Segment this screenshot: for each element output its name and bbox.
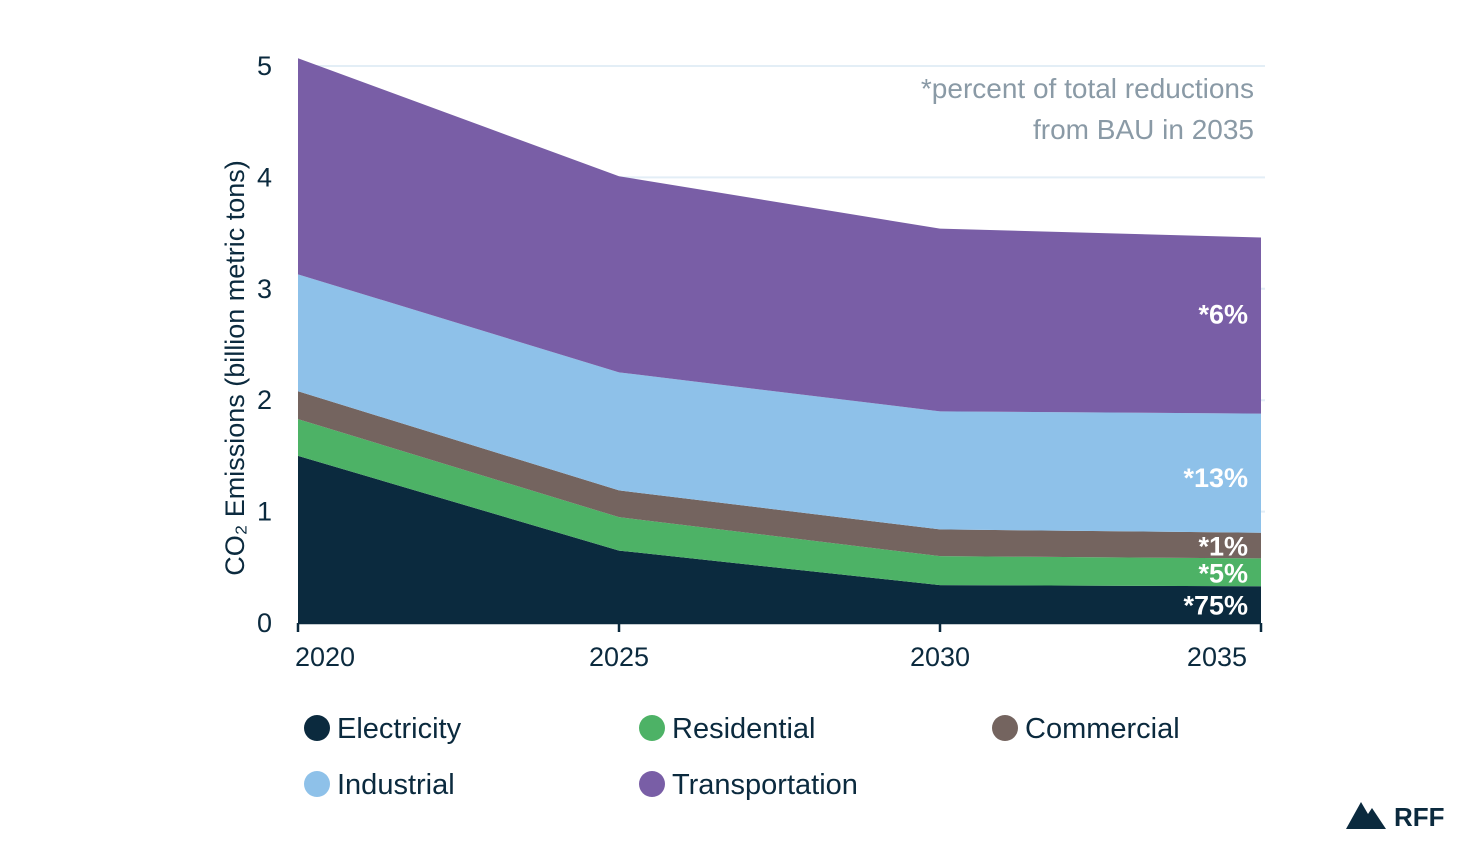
legend-item-electricity: Electricity: [304, 713, 462, 745]
y-tick-label: 4: [257, 162, 272, 192]
rff-logo: RFF: [1346, 802, 1445, 832]
y-tick-label: 0: [257, 608, 272, 638]
y-axis-label: CO₂ Emissions (billion metric tons): [220, 160, 250, 576]
x-tick-label: 2025: [589, 642, 649, 672]
axes: 0 1 2 3 4 5 2020 2025 2030 2035: [257, 51, 1263, 672]
area-commercial: [298, 391, 1261, 559]
area-electricity: [298, 455, 1261, 623]
legend-item-commercial: Commercial: [992, 713, 1180, 745]
x-tick-label: 2035: [1187, 642, 1247, 672]
legend-swatch: [992, 715, 1018, 741]
stacked-areas: [298, 58, 1261, 623]
annotation-line-1: *percent of total reductions: [921, 73, 1254, 104]
legend-label: Electricity: [337, 713, 462, 745]
pct-label-transportation: *6%: [1198, 300, 1248, 330]
legend-item-transportation: Transportation: [639, 769, 858, 801]
y-tick-label: 3: [257, 274, 272, 304]
legend-label: Residential: [672, 713, 815, 745]
legend-label: Commercial: [1025, 713, 1180, 745]
pct-label-electricity: *75%: [1183, 591, 1248, 621]
legend-item-residential: Residential: [639, 713, 815, 745]
legend-label: Transportation: [672, 769, 858, 801]
y-tick-label: 5: [257, 51, 272, 81]
area-industrial: [298, 274, 1261, 533]
legend-swatch: [639, 715, 665, 741]
legend-swatch: [304, 715, 330, 741]
legend: Electricity Residential Commercial Industri…: [304, 713, 1180, 801]
legend-swatch: [639, 771, 665, 797]
x-tick-label: 2030: [910, 642, 970, 672]
mountain-icon: [1346, 802, 1386, 829]
legend-item-industrial: Industrial: [304, 769, 455, 801]
legend-label: Industrial: [337, 769, 455, 801]
legend-swatch: [304, 771, 330, 797]
area-residential: [298, 419, 1261, 587]
x-tick-label: 2020: [295, 642, 355, 672]
y-tick-label: 1: [257, 497, 272, 527]
pct-label-residential: *5%: [1198, 558, 1248, 588]
pct-label-commercial: *1%: [1198, 532, 1248, 562]
area-transportation: [298, 58, 1261, 414]
y-tick-label: 2: [257, 385, 272, 415]
pct-label-industrial: *13%: [1183, 463, 1248, 493]
percent-labels: *75%*5%*1% *13% *6%: [1183, 300, 1248, 621]
logo-text: RFF: [1394, 802, 1445, 832]
annotation-line-2: from BAU in 2035: [1033, 114, 1254, 145]
